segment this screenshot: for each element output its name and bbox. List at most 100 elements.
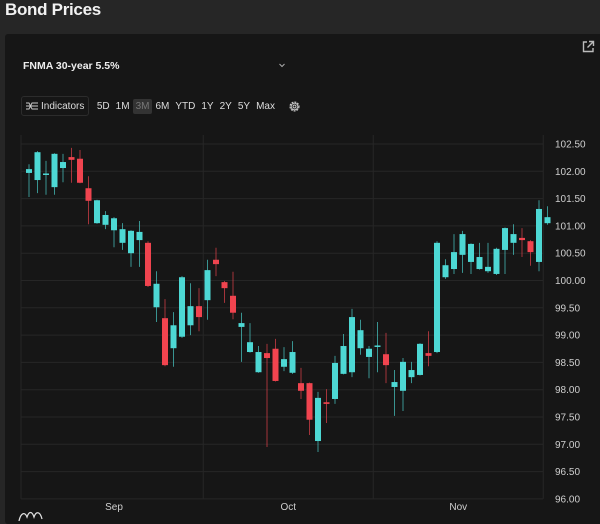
candle-body bbox=[425, 353, 432, 356]
candle-up bbox=[60, 153, 66, 183]
candle-body bbox=[485, 266, 491, 272]
indicators-button[interactable]: Indicators bbox=[21, 96, 90, 116]
candle-down bbox=[383, 332, 389, 384]
candle-up bbox=[238, 312, 245, 362]
candle-up bbox=[417, 343, 423, 376]
candle-down bbox=[527, 240, 534, 266]
y-tick-label: 102.00 bbox=[555, 167, 586, 178]
y-tick-label: 96.00 bbox=[555, 494, 580, 505]
range-6m[interactable]: 6M bbox=[155, 100, 170, 112]
candle-body bbox=[77, 158, 83, 183]
range-1y[interactable]: 1Y bbox=[201, 100, 214, 112]
candle-down bbox=[68, 147, 75, 183]
candle-up bbox=[536, 200, 542, 272]
candle-body bbox=[136, 231, 143, 241]
candle-up bbox=[102, 211, 109, 230]
range-3m[interactable]: 3M bbox=[133, 98, 152, 114]
y-tick-label: 100.00 bbox=[555, 276, 586, 287]
x-tick-label: Sep bbox=[105, 502, 123, 513]
candle-down bbox=[85, 176, 92, 225]
candle-up bbox=[502, 227, 508, 274]
candle-body bbox=[289, 352, 296, 373]
x-tick-label: Nov bbox=[449, 502, 467, 513]
candle-body bbox=[179, 277, 185, 337]
candle-body bbox=[332, 362, 338, 399]
gear-icon[interactable] bbox=[288, 100, 301, 113]
candle-down bbox=[196, 288, 202, 332]
y-tick-label: 101.00 bbox=[555, 221, 586, 232]
range-5y[interactable]: 5Y bbox=[237, 100, 251, 112]
candle-down bbox=[272, 338, 279, 382]
candle-body bbox=[349, 317, 355, 373]
candle-down bbox=[162, 299, 168, 367]
candle-up bbox=[111, 217, 117, 248]
candle-body bbox=[272, 348, 279, 381]
range-ytd[interactable]: YTD bbox=[175, 100, 196, 112]
candle-up bbox=[391, 370, 398, 416]
range-selector: 5D 1M 3M 6M YTD 1Y 2Y 5Y Max bbox=[94, 98, 278, 114]
candle-body bbox=[119, 229, 126, 243]
candle-body bbox=[281, 359, 287, 367]
candle-body bbox=[476, 257, 483, 270]
symbol-select[interactable]: FNMA 30-year 5.5% bbox=[23, 60, 120, 72]
candle-up bbox=[451, 234, 457, 274]
candle-up bbox=[332, 355, 338, 404]
candle-up bbox=[204, 259, 211, 320]
candle-body bbox=[315, 397, 321, 442]
y-tick-label: 99.50 bbox=[555, 303, 580, 314]
candle-up bbox=[374, 321, 381, 373]
y-tick-label: 97.00 bbox=[555, 440, 580, 451]
candle-up bbox=[34, 151, 41, 194]
candle-up bbox=[408, 361, 415, 384]
candle-up bbox=[400, 358, 406, 411]
candle-body bbox=[510, 234, 517, 243]
range-1m[interactable]: 1M bbox=[115, 100, 130, 112]
candle-up bbox=[247, 323, 253, 353]
candle-up bbox=[119, 223, 126, 250]
candle-up bbox=[357, 319, 364, 355]
candle-body bbox=[170, 325, 177, 349]
range-2y[interactable]: 2Y bbox=[219, 100, 232, 112]
chevron-down-icon[interactable] bbox=[277, 60, 287, 70]
candle-up bbox=[493, 247, 500, 276]
candle-body bbox=[221, 282, 228, 289]
candle-down bbox=[425, 331, 432, 367]
candle-body bbox=[357, 330, 364, 349]
candle-body bbox=[400, 361, 406, 391]
candle-body bbox=[417, 343, 423, 375]
y-tick-label: 100.50 bbox=[555, 249, 586, 260]
range-max[interactable]: Max bbox=[256, 100, 275, 112]
candle-up bbox=[289, 341, 296, 374]
candle-down bbox=[213, 247, 219, 277]
candle-body bbox=[153, 283, 160, 308]
y-tick-label: 97.50 bbox=[555, 413, 580, 424]
candle-up bbox=[544, 206, 551, 225]
candle-body bbox=[442, 265, 449, 278]
x-tick-label: Oct bbox=[280, 502, 296, 513]
candle-up bbox=[26, 164, 32, 197]
candle-body bbox=[340, 346, 347, 374]
external-link-icon[interactable] bbox=[581, 40, 595, 54]
candle-up bbox=[510, 224, 517, 255]
candle-body bbox=[230, 295, 236, 313]
candle-up bbox=[43, 160, 49, 195]
candle-up bbox=[281, 347, 287, 372]
candle-up bbox=[187, 283, 194, 336]
candle-down bbox=[298, 367, 304, 399]
candle-down bbox=[323, 389, 330, 424]
indicators-icon bbox=[26, 102, 38, 110]
candle-down bbox=[306, 382, 313, 436]
candle-body bbox=[408, 370, 415, 378]
y-tick-label: 101.50 bbox=[555, 194, 586, 205]
candle-up bbox=[485, 242, 491, 273]
candle-body bbox=[238, 323, 245, 327]
candle-up bbox=[340, 334, 347, 375]
candle-body bbox=[306, 383, 313, 420]
candle-body bbox=[60, 162, 66, 169]
candle-body bbox=[468, 243, 474, 262]
candle-body bbox=[459, 234, 466, 255]
candle-body bbox=[196, 306, 202, 318]
range-5d[interactable]: 5D bbox=[96, 100, 110, 112]
candle-down bbox=[230, 271, 236, 320]
